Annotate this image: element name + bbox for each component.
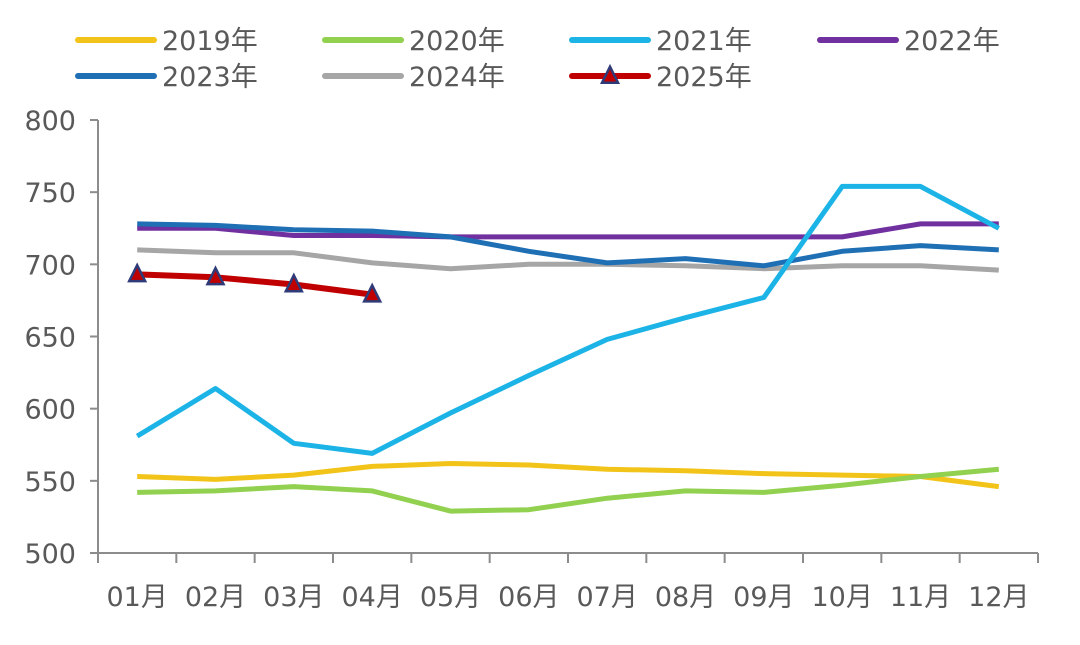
y-tick-label: 500: [24, 539, 76, 570]
x-tick-label: 11月: [890, 582, 951, 613]
x-tick-label: 07月: [576, 582, 637, 613]
data-point: [362, 282, 383, 303]
x-tick-label: 09月: [733, 582, 794, 613]
y-tick-label: 800: [24, 106, 76, 137]
series-2020年: [137, 466, 1000, 514]
data-point: [127, 262, 148, 283]
series-line: [137, 221, 999, 240]
series-line: [137, 466, 1000, 514]
series-2025年: [127, 262, 383, 303]
legend-label: 2022年: [904, 26, 1000, 57]
y-tick-label: 600: [24, 395, 76, 426]
legend-item-2020年: 2020年: [322, 26, 505, 57]
series-2021年: [135, 183, 1000, 456]
legend-item-2024年: 2024年: [322, 62, 505, 93]
legend-label: 2019年: [162, 26, 258, 57]
series-line: [137, 221, 999, 269]
y-tick-label: 750: [24, 178, 76, 209]
legend-item-2021年: 2021年: [569, 26, 752, 57]
x-tick-label: 01月: [106, 582, 167, 613]
legend-label: 2024年: [409, 62, 505, 93]
x-tick-label: 08月: [655, 582, 716, 613]
x-tick-label: 12月: [968, 582, 1029, 613]
axes: 500 550 600 650 700 750 800 01月 02月 03月 04月 05月 06月 0…: [24, 106, 1039, 613]
y-tick-label: 700: [24, 250, 76, 281]
series-2023年: [137, 221, 999, 269]
legend-label: 2021年: [656, 26, 752, 57]
legend-item-2022年: 2022年: [817, 26, 1000, 57]
data-point: [205, 265, 226, 286]
x-tick-label: 06月: [498, 582, 559, 613]
x-tick-label: 03月: [263, 582, 324, 613]
series-2024年: [137, 247, 999, 273]
series-line: [137, 461, 1000, 490]
legend-item-2025年: 2025年: [569, 62, 752, 93]
x-tick-label: 04月: [341, 582, 402, 613]
series-layer: [127, 183, 1000, 514]
x-tick-label: 10月: [811, 582, 872, 613]
legend-label: 2025年: [656, 62, 752, 93]
series-line: [135, 183, 1000, 456]
legend-item-2019年: 2019年: [75, 26, 258, 57]
series-2019年: [137, 461, 1000, 490]
legend-marker: [599, 63, 621, 84]
x-tick-label: 05月: [420, 582, 481, 613]
legend-label: 2023年: [162, 62, 258, 93]
legend: 2019年 2020年 2021年 2022年 2023年 2024年 2025年: [75, 26, 1000, 93]
series-line: [137, 271, 373, 298]
x-tick-label: 02月: [185, 582, 246, 613]
y-tick-label: 650: [24, 323, 76, 354]
legend-label: 2020年: [409, 26, 505, 57]
y-tick-label: 550: [24, 467, 76, 498]
data-point: [283, 272, 304, 293]
legend-item-2023年: 2023年: [75, 62, 258, 93]
series-line: [137, 247, 999, 273]
